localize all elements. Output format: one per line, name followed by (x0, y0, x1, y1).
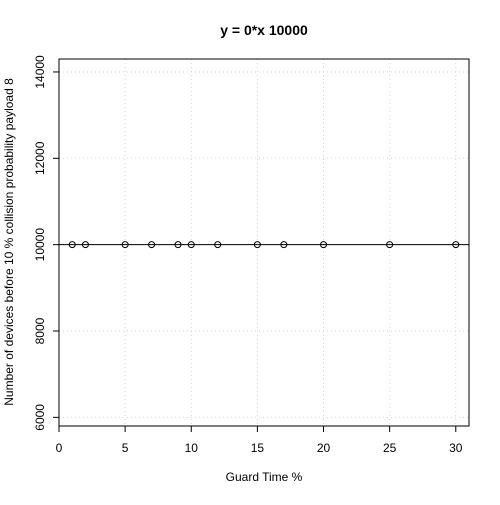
x-tick-label: 10 (185, 441, 199, 455)
x-axis: 0 5 10 15 20 25 30 (56, 425, 463, 455)
y-tick-label: 10000 (33, 228, 47, 262)
y-axis: 6000 8000 10000 12000 14000 (33, 55, 60, 431)
plot-frame (58, 58, 470, 427)
y-tick-label: 6000 (33, 404, 47, 431)
y-tick-label: 8000 (33, 317, 47, 344)
grid-lines (58, 59, 469, 426)
y-tick-label: 14000 (33, 55, 47, 89)
data-point (320, 241, 328, 249)
x-tick-label: 30 (449, 441, 463, 455)
data-points (68, 241, 460, 249)
chart-title: y = 0*x 10000 (220, 22, 308, 38)
x-tick-label: 0 (56, 441, 63, 455)
x-tick-label: 20 (317, 441, 331, 455)
x-axis-label: Guard Time % (226, 470, 303, 484)
data-point (187, 241, 195, 249)
data-point (280, 241, 288, 249)
data-point (81, 241, 89, 249)
data-point (452, 241, 460, 249)
x-tick-label: 25 (383, 441, 397, 455)
data-point (386, 241, 394, 249)
data-point (121, 241, 129, 249)
x-tick-label: 5 (122, 441, 129, 455)
data-point (174, 241, 182, 249)
data-point (253, 241, 261, 249)
y-axis-label: Number of devices before 10 % collision … (2, 78, 16, 406)
y-tick-label: 12000 (33, 141, 47, 175)
data-point (148, 241, 156, 249)
data-point (214, 241, 222, 249)
data-point (68, 241, 76, 249)
x-tick-label: 15 (251, 441, 265, 455)
